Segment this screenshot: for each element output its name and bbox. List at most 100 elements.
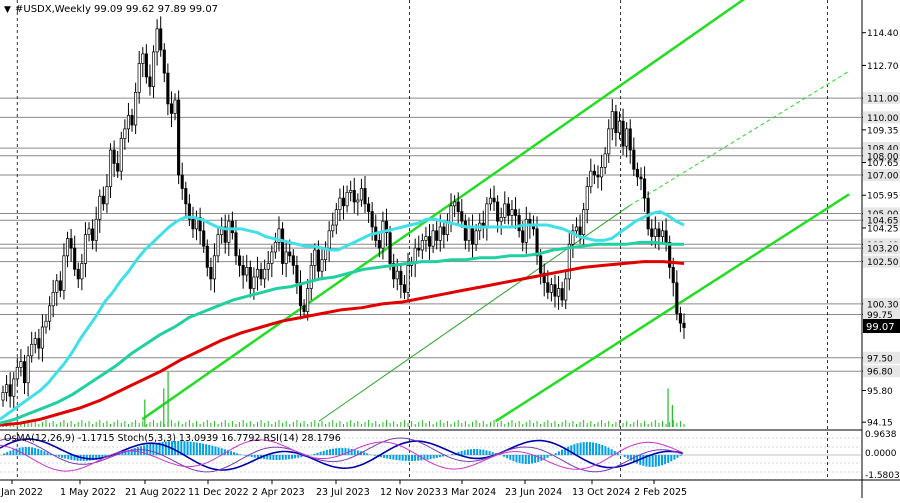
- candle-body: [504, 204, 506, 217]
- candle-body: [608, 129, 610, 154]
- osma-bar: [67, 455, 69, 459]
- osma-bar: [354, 450, 356, 455]
- osma-bar: [405, 455, 407, 461]
- price-tick-label: 95.80: [867, 387, 893, 397]
- current-price-label: 99.07: [866, 322, 895, 333]
- candle-body: [48, 306, 50, 321]
- osma-bar: [275, 455, 277, 460]
- osma-bar: [369, 454, 371, 455]
- candle-body: [611, 112, 613, 129]
- candle-body: [13, 379, 15, 396]
- osma-bar: [561, 450, 563, 455]
- candle-body: [403, 285, 405, 293]
- date-label: 13 Oct 2024: [572, 487, 631, 498]
- candle-body: [672, 267, 674, 282]
- candle-body: [321, 260, 323, 272]
- candle-body: [271, 252, 273, 264]
- osma-bar: [479, 449, 481, 455]
- osc-axis-label: 0.9638: [865, 430, 897, 440]
- date-label: 9 Jan 2022: [0, 487, 43, 498]
- candle-body: [486, 204, 488, 227]
- candle-body: [192, 219, 194, 229]
- candle-body: [489, 198, 491, 204]
- candle-body: [102, 196, 104, 204]
- osma-bar: [676, 455, 678, 458]
- osma-bar: [598, 444, 600, 455]
- osma-bar: [503, 455, 505, 457]
- candle-body: [507, 204, 509, 216]
- osma-bar: [244, 455, 246, 456]
- candle-body: [81, 264, 83, 279]
- date-label: 2 Feb 2025: [634, 487, 687, 498]
- price-tick-label: 107.65: [867, 159, 899, 169]
- osma-bar: [254, 455, 256, 458]
- candle-body: [235, 233, 237, 256]
- candle-body: [636, 169, 638, 177]
- osma-bar: [269, 455, 271, 460]
- candle-body: [131, 115, 133, 125]
- osma-bar: [519, 455, 521, 463]
- osma-bar: [323, 451, 325, 455]
- candle-body: [9, 385, 11, 397]
- ohlc-values: 99.09 99.62 97.89 99.07: [94, 4, 218, 15]
- osma-bar: [332, 449, 334, 455]
- osma-bar: [473, 449, 475, 455]
- candle-body: [292, 256, 294, 266]
- osma-bar: [461, 451, 463, 455]
- candle-body: [285, 252, 287, 264]
- candle-body: [579, 227, 581, 235]
- osma-bar: [649, 455, 651, 467]
- osma-bar: [476, 449, 478, 455]
- osma-bar: [592, 442, 594, 455]
- candle-body: [661, 231, 663, 237]
- price-tick-label: 112.70: [867, 62, 899, 72]
- candle-body: [95, 219, 97, 240]
- candle-body: [124, 129, 126, 139]
- candle-body: [582, 210, 584, 235]
- osma-bar: [329, 449, 331, 455]
- candle-body: [500, 217, 502, 221]
- candle-body: [597, 175, 599, 177]
- osma-bar: [12, 450, 14, 455]
- osma-bar: [64, 455, 66, 459]
- candle-body: [371, 212, 373, 227]
- osma-bar: [506, 455, 508, 458]
- candle-body: [5, 385, 7, 393]
- candle-body: [643, 179, 645, 198]
- osma-bar: [313, 454, 315, 455]
- osma-bar: [580, 443, 582, 455]
- candle-body: [367, 204, 369, 212]
- osc-axis-label: 0.0000: [865, 449, 897, 459]
- candle-body: [557, 289, 559, 297]
- price-tick-label: 94.15: [867, 419, 893, 429]
- osma-bar: [205, 444, 207, 455]
- candle-body: [536, 229, 538, 256]
- menu-glyph-icon[interactable]: ▼: [4, 5, 11, 15]
- osma-bar: [427, 455, 429, 460]
- osma-bar: [411, 455, 413, 461]
- osma-bar: [667, 455, 669, 463]
- candle-body: [360, 188, 362, 200]
- candle-body: [149, 77, 151, 87]
- candle-body: [16, 367, 18, 379]
- candle-body: [439, 227, 441, 240]
- candle-body: [339, 198, 341, 210]
- osma-bar: [211, 446, 213, 455]
- price-tick-label: 107.00: [867, 172, 899, 182]
- candle-body: [547, 283, 549, 293]
- candle-body: [113, 150, 115, 163]
- osma-bar: [680, 455, 682, 456]
- candle-body: [586, 187, 588, 210]
- candle-body: [683, 323, 685, 327]
- osma-bar: [297, 455, 299, 458]
- osma-bar: [214, 446, 216, 455]
- candle-body: [246, 267, 248, 275]
- osma-bar: [251, 455, 253, 457]
- osma-bar: [547, 455, 549, 458]
- candle-body: [629, 129, 631, 150]
- candle-body: [160, 29, 162, 50]
- candle-body: [461, 212, 463, 222]
- candle-body: [428, 237, 430, 247]
- candle-body: [349, 190, 351, 192]
